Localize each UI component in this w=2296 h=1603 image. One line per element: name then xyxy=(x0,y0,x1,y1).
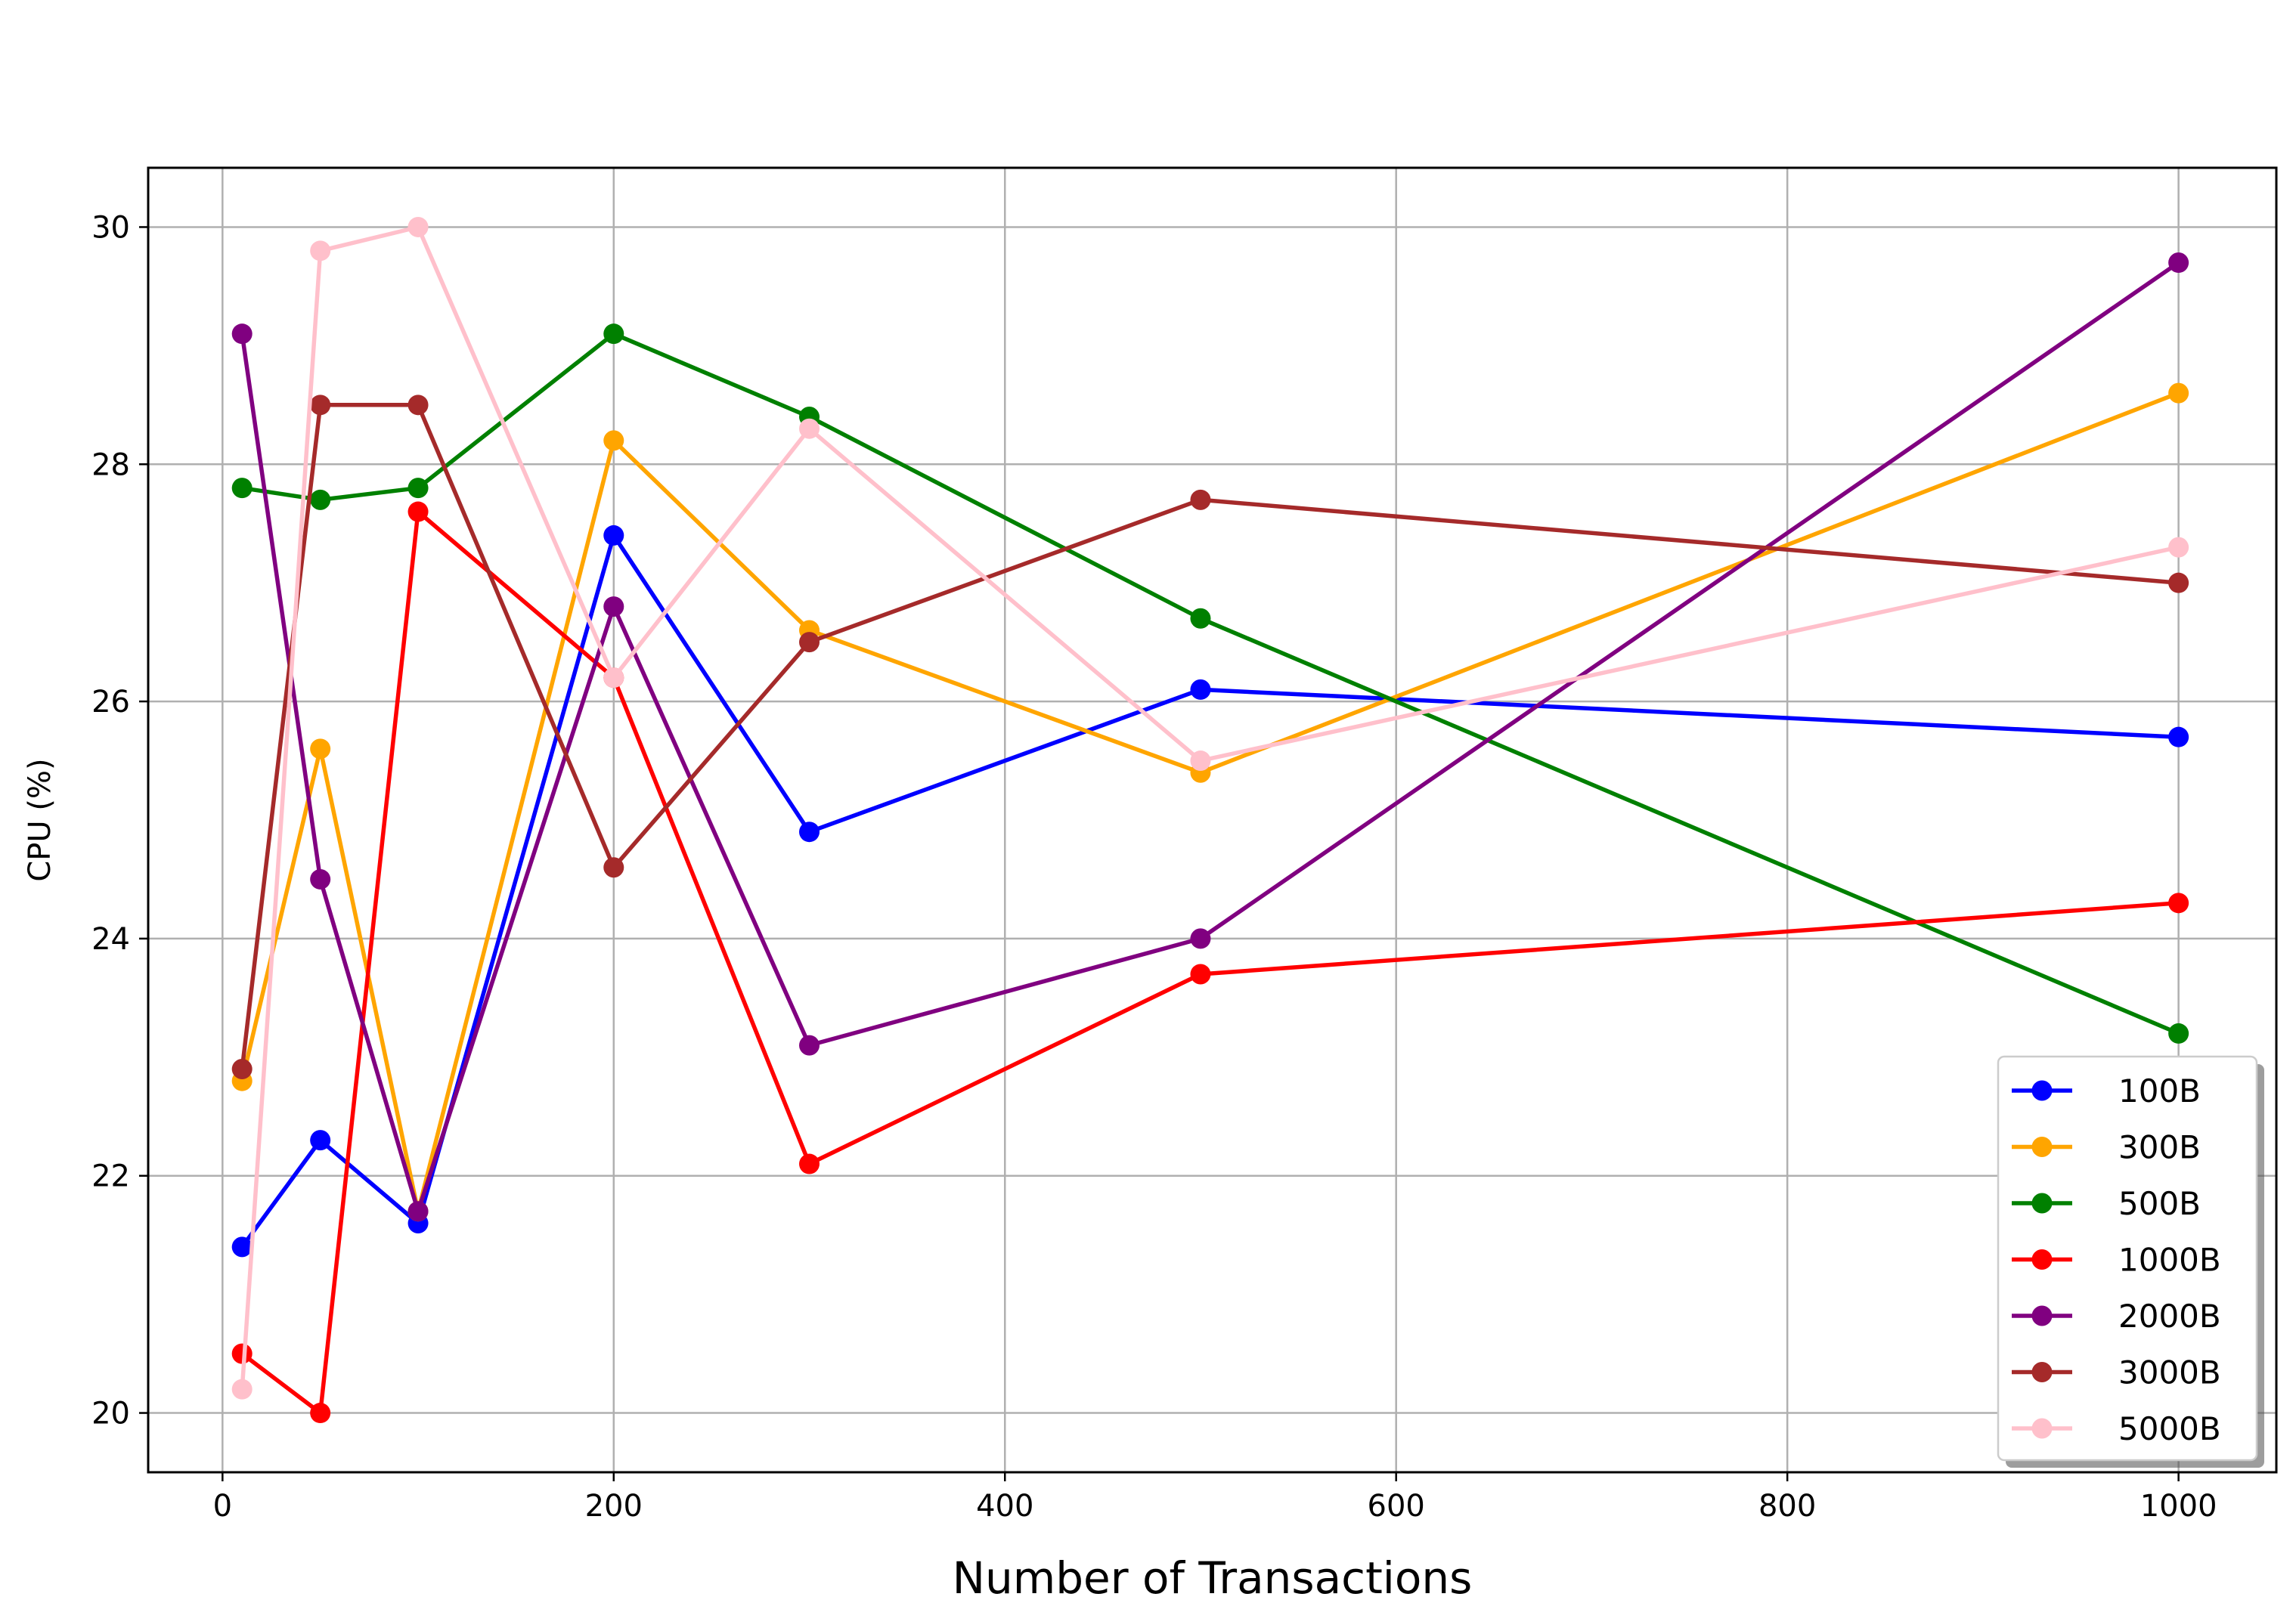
data-point xyxy=(231,1343,253,1364)
data-point xyxy=(1190,750,1211,772)
data-point xyxy=(310,868,331,890)
y-axis: 20 22 24 26 28 30 xyxy=(91,210,148,1431)
legend-label: 500B xyxy=(2118,1185,2201,1222)
x-tick-label: 0 xyxy=(213,1489,232,1524)
x-tick-label: 1000 xyxy=(2140,1489,2217,1524)
data-point xyxy=(603,857,624,878)
legend-label: 1000B xyxy=(2118,1242,2221,1279)
y-tick-label: 26 xyxy=(91,685,130,719)
y-tick-label: 20 xyxy=(91,1397,130,1431)
data-point xyxy=(2168,726,2189,747)
data-point xyxy=(799,418,820,439)
data-point xyxy=(231,1236,253,1258)
legend-marker xyxy=(2031,1249,2053,1270)
data-point xyxy=(231,1379,253,1400)
legend-marker xyxy=(2031,1080,2053,1101)
data-point xyxy=(1190,679,1211,700)
x-tick-label: 600 xyxy=(1368,1489,1425,1524)
legend-item: 1000B xyxy=(2012,1242,2221,1279)
legend: 100B 300B 500B 1000B 2000B 3000B 5000B xyxy=(1997,1055,2264,1468)
data-point xyxy=(799,1153,820,1174)
series-100B xyxy=(231,525,2189,1258)
legend-marker xyxy=(2031,1362,2053,1382)
legend-item: 300B xyxy=(2012,1129,2201,1166)
y-tick-label: 24 xyxy=(91,922,130,957)
data-point xyxy=(603,323,624,345)
series-3000B xyxy=(231,395,2189,1080)
data-point xyxy=(1190,489,1211,510)
data-point xyxy=(2168,537,2189,558)
legend-label: 2000B xyxy=(2118,1298,2221,1335)
data-point xyxy=(1190,928,1211,949)
data-point xyxy=(603,596,624,617)
legend-label: 100B xyxy=(2118,1072,2201,1109)
data-point xyxy=(231,1059,253,1080)
series-500B xyxy=(231,323,2189,1044)
x-tick-label: 200 xyxy=(585,1489,643,1524)
legend-marker xyxy=(2031,1137,2053,1157)
data-point xyxy=(2168,382,2189,404)
x-axis-title: Number of Transactions xyxy=(953,1552,1473,1603)
legend-item: 3000B xyxy=(2012,1354,2221,1391)
legend-item: 2000B xyxy=(2012,1298,2221,1335)
legend-label: 3000B xyxy=(2118,1354,2221,1391)
data-point xyxy=(407,216,429,237)
data-point xyxy=(603,667,624,689)
series-2000B xyxy=(231,252,2189,1222)
data-point xyxy=(310,1130,331,1151)
plot-frame xyxy=(147,166,2278,1474)
legend-marker xyxy=(2031,1193,2053,1214)
legend-item: 5000B xyxy=(2012,1410,2221,1447)
legend-marker xyxy=(2031,1305,2053,1326)
data-point xyxy=(407,1201,429,1222)
data-point xyxy=(231,323,253,345)
legend-label: 300B xyxy=(2118,1129,2201,1166)
data-point xyxy=(1190,608,1211,629)
data-point xyxy=(1190,964,1211,985)
data-point xyxy=(310,1403,331,1424)
legend-marker xyxy=(2031,1418,2053,1439)
data-point xyxy=(310,395,331,416)
x-tick-label: 800 xyxy=(1758,1489,1816,1524)
legend-label: 5000B xyxy=(2118,1410,2221,1447)
y-tick-label: 30 xyxy=(91,210,130,245)
legend-box xyxy=(1997,1055,2258,1462)
x-tick-label: 400 xyxy=(976,1489,1033,1524)
data-point xyxy=(310,738,331,760)
data-point xyxy=(231,478,253,499)
data-point xyxy=(2168,893,2189,914)
data-point xyxy=(407,478,429,499)
data-point xyxy=(603,430,624,451)
data-point xyxy=(407,395,429,416)
data-point xyxy=(799,1035,820,1056)
y-axis-title: CPU (%) xyxy=(23,758,57,881)
y-tick-label: 28 xyxy=(91,447,130,482)
data-point xyxy=(310,240,331,261)
series-5000B xyxy=(231,216,2189,1400)
legend-item: 500B xyxy=(2012,1185,2201,1222)
data-point xyxy=(407,501,429,522)
data-point xyxy=(2168,1023,2189,1044)
y-tick-label: 22 xyxy=(91,1159,130,1194)
series-layer xyxy=(231,216,2189,1424)
data-point xyxy=(799,632,820,653)
data-point xyxy=(2168,252,2189,274)
data-point xyxy=(310,489,331,510)
data-point xyxy=(2168,572,2189,593)
x-axis: 0 200 400 600 800 1000 xyxy=(213,1472,2217,1524)
data-point xyxy=(603,525,624,546)
legend-item: 100B xyxy=(2012,1072,2201,1109)
data-point xyxy=(799,822,820,843)
